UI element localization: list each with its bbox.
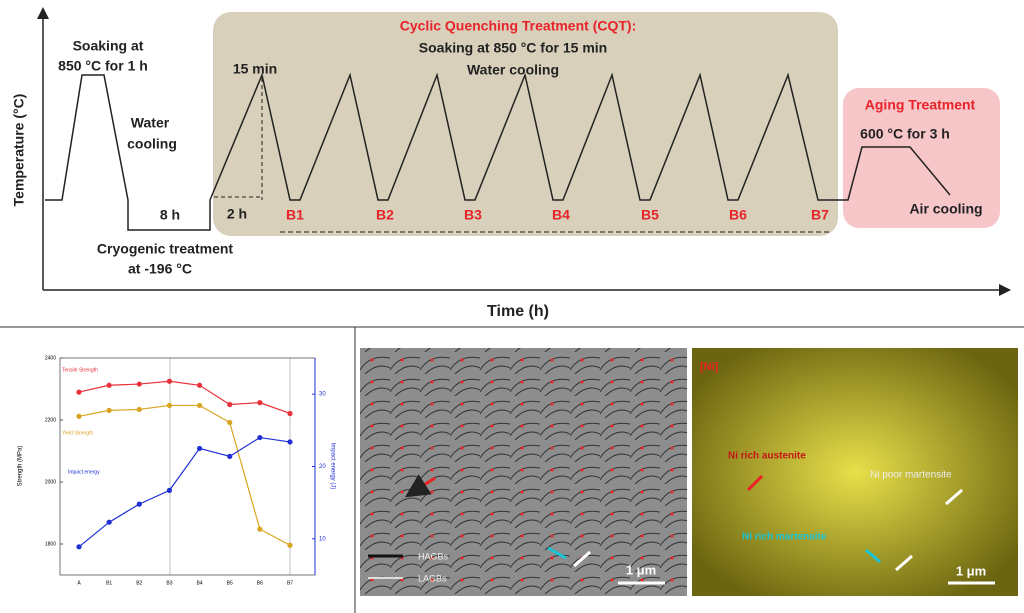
point	[166, 487, 173, 493]
y-tick-label: 2000	[45, 479, 56, 485]
point	[287, 439, 293, 445]
y-tick-label: 2200	[45, 417, 56, 423]
y-label: Temperature (°C)	[11, 94, 27, 207]
point	[257, 434, 263, 441]
point	[227, 453, 233, 459]
legend-label: LAGBs	[418, 573, 447, 583]
x-tick-label: A	[77, 580, 81, 586]
aging-box	[843, 88, 1000, 228]
cycle-label: B5	[641, 207, 659, 223]
series-line	[78, 436, 291, 548]
point	[76, 389, 82, 395]
note: Soaking at 850 °C for 15 min	[419, 40, 607, 56]
arrow	[404, 474, 436, 498]
note: Soaking at	[73, 38, 144, 54]
arrow	[547, 546, 567, 560]
point	[257, 400, 263, 406]
series-label: Tensile Strength	[62, 367, 98, 373]
cycle-label: B4	[552, 207, 570, 223]
series-label: Impact energy	[68, 469, 100, 475]
note: Air cooling	[909, 201, 982, 217]
x-tick-label: B1	[106, 580, 112, 586]
note: 600 °C for 3 h	[860, 126, 950, 142]
plot-frame	[59, 357, 316, 576]
series-label: Yield Strength	[62, 430, 93, 436]
arrow	[945, 488, 963, 506]
x-tick-label: B7	[287, 580, 293, 586]
arrow	[573, 550, 591, 568]
note: cooling	[127, 136, 177, 152]
cycle-label: B3	[464, 207, 482, 223]
note: 2 h	[227, 206, 247, 222]
point	[287, 542, 293, 548]
arrow	[865, 548, 881, 564]
map-label: [Ni]	[700, 361, 719, 373]
cycle-label: B1	[286, 207, 304, 223]
phase-label: Ni rich martensite	[742, 532, 827, 543]
y-tick-label: 2400	[45, 355, 56, 361]
point	[106, 407, 112, 413]
process-curve	[45, 72, 951, 231]
point	[257, 526, 263, 532]
note: Cryogenic treatment	[97, 241, 233, 257]
y2-tick-label: 10	[319, 536, 326, 542]
cycle-label: B6	[729, 207, 747, 223]
cycle-label: B7	[811, 207, 829, 223]
phase-label: Ni poor martensite	[870, 470, 952, 481]
y2-label: Impact energy (J)	[329, 443, 335, 490]
y2-tick-label: 30	[319, 392, 326, 398]
cycle-label: B2	[376, 207, 394, 223]
note: Water	[131, 115, 170, 131]
point	[136, 501, 142, 507]
phase-label: Ni rich austenite	[728, 451, 806, 462]
point	[76, 544, 82, 550]
arrow	[746, 474, 764, 492]
ni-map	[692, 348, 1018, 596]
note: 15 min	[233, 61, 277, 77]
point	[287, 410, 293, 417]
point	[166, 378, 173, 384]
micrographs: HAGBs LAGBs 1 μm [Ni] Ni rich austenite …	[360, 348, 1018, 596]
schematic: Temperature (°C) Time (h) Soaking at 850…	[11, 7, 1011, 320]
note: Water cooling	[467, 62, 559, 78]
cqt-title: Cyclic Quenching Treatment (CQT):	[400, 18, 636, 34]
note: 8 h	[160, 207, 180, 223]
aging-title: Aging Treatment	[865, 97, 976, 113]
scale-label: 1 μm	[626, 562, 656, 577]
point	[196, 382, 203, 388]
point	[106, 382, 112, 388]
arrow	[895, 554, 913, 572]
point	[227, 419, 233, 426]
point	[227, 401, 233, 408]
cycle-labels: B1 B2 B3 B4 B5 B6 B7	[286, 207, 829, 223]
x-label: Time (h)	[487, 303, 549, 320]
note: 850 °C for 1 h	[58, 58, 148, 74]
cqt-box	[213, 12, 838, 236]
y-label: Strength (MPa)	[18, 446, 24, 487]
point	[196, 402, 203, 409]
x-tick-label: B5	[227, 580, 233, 586]
series-line	[78, 404, 291, 546]
scale-label: 1 μm	[956, 563, 986, 578]
point	[106, 519, 112, 525]
point	[136, 406, 142, 413]
y-tick-label: 1800	[45, 541, 56, 547]
legend-label: HAGBs	[418, 551, 449, 561]
point	[166, 402, 173, 409]
point	[196, 445, 203, 452]
x-tick-label: B3	[166, 580, 172, 586]
note: at -196 °C	[128, 261, 192, 277]
x-tick-label: B4	[197, 580, 203, 586]
y2-tick-label: 20	[319, 464, 326, 470]
series-line	[78, 380, 291, 415]
point	[136, 381, 142, 387]
chart: Strength (MPa) Impact energy (J) 1800 200…	[18, 355, 336, 586]
grain-map	[360, 348, 687, 596]
point	[76, 413, 82, 419]
x-tick-label: B6	[257, 580, 263, 586]
x-tick-label: B2	[136, 580, 142, 586]
